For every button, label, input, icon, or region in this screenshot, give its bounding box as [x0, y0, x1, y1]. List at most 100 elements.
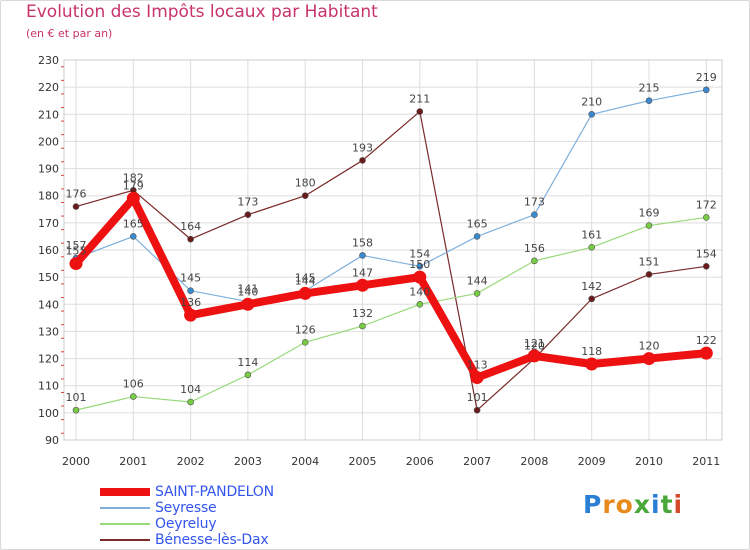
point-saint-pandelon-2009[interactable] — [585, 357, 599, 371]
point-saint-pandelon-2005[interactable] — [356, 278, 369, 292]
data-labels: 176 182 164 173 180 193 211 101 120 142 151 154 101 1… — [66, 71, 717, 404]
data-label-oeyreluy-2000: 101 — [66, 391, 87, 404]
y-tick-label: 170 — [38, 217, 59, 230]
point-benesse-les-dax-2009[interactable] — [588, 295, 596, 303]
x-tick-label: 2007 — [463, 455, 491, 468]
data-label-saint-pandelon-2009: 118 — [581, 345, 602, 358]
data-label-benesse-les-dax-2006: 211 — [409, 93, 430, 106]
data-label-seyresse-2006: 154 — [409, 247, 430, 260]
point-seyresse-2002[interactable] — [187, 287, 194, 295]
x-tick-label: 2011 — [692, 455, 720, 468]
point-oeyreluy-2005[interactable] — [359, 322, 366, 330]
point-oeyreluy-2007[interactable] — [473, 290, 481, 297]
point-oeyreluy-2006[interactable] — [416, 300, 424, 308]
data-label-benesse-les-dax-2005: 193 — [352, 141, 373, 154]
point-oeyreluy-2010[interactable] — [645, 222, 653, 229]
logo-letter: i — [673, 490, 684, 519]
point-saint-pandelon-2006[interactable] — [413, 270, 427, 284]
y-tick-label: 210 — [38, 108, 59, 121]
y-tick-label: 90 — [45, 434, 59, 447]
x-tick-label: 2000 — [62, 455, 90, 468]
point-seyresse-2011[interactable] — [702, 86, 710, 94]
point-seyresse-2006[interactable] — [416, 262, 424, 270]
point-benesse-les-dax-2007[interactable] — [473, 406, 481, 414]
point-saint-pandelon-2004[interactable] — [298, 286, 312, 300]
logo-letter: P — [583, 490, 603, 519]
x-tick-label: 2010 — [635, 455, 663, 468]
series-saint-pandelon — [69, 191, 713, 385]
y-tick-label: 220 — [38, 81, 59, 94]
data-label-seyresse-2005: 158 — [352, 236, 373, 249]
series-line-benesse-les-dax — [75, 110, 707, 411]
point-seyresse-2008[interactable] — [531, 211, 538, 219]
point-oeyreluy-2011[interactable] — [702, 214, 710, 221]
point-benesse-les-dax-2002[interactable] — [187, 235, 194, 243]
legend-swatch-benesse-les-dax — [100, 539, 150, 541]
data-label-saint-pandelon-2011: 122 — [696, 334, 717, 347]
point-saint-pandelon-2003[interactable] — [241, 297, 255, 311]
point-benesse-les-dax-2011[interactable] — [702, 262, 710, 270]
point-benesse-les-dax-2000[interactable] — [72, 203, 80, 210]
point-oeyreluy-2003[interactable] — [244, 371, 252, 379]
point-oeyreluy-2002[interactable] — [187, 398, 194, 406]
chart-subtitle: (en € et par an) — [26, 27, 113, 40]
data-label-benesse-les-dax-2004: 180 — [295, 177, 316, 190]
point-saint-pandelon-2011[interactable] — [699, 346, 713, 360]
legend-swatch-saint-pandelon — [100, 488, 150, 496]
data-label-oeyreluy-2002: 104 — [180, 383, 201, 396]
point-benesse-les-dax-2003[interactable] — [244, 211, 252, 219]
data-label-saint-pandelon-2000: 155 — [66, 245, 87, 258]
point-saint-pandelon-2007[interactable] — [470, 371, 484, 385]
data-label-oeyreluy-2011: 172 — [696, 198, 717, 211]
point-oeyreluy-2008[interactable] — [531, 257, 538, 265]
y-tick-label: 120 — [38, 353, 59, 366]
point-benesse-les-dax-2005[interactable] — [359, 157, 366, 164]
point-saint-pandelon-2001[interactable] — [126, 191, 140, 205]
data-label-oeyreluy-2003: 114 — [237, 356, 258, 369]
point-oeyreluy-2000[interactable] — [72, 406, 80, 414]
point-benesse-les-dax-2006[interactable] — [416, 108, 424, 115]
y-tick-label: 190 — [38, 163, 59, 176]
y-tick-label: 180 — [38, 190, 59, 203]
series-benesse-les-dax — [72, 108, 710, 414]
legend-label-oeyreluy: Oeyreluy — [155, 516, 217, 532]
point-saint-pandelon-2010[interactable] — [642, 352, 656, 366]
point-oeyreluy-2004[interactable] — [301, 338, 309, 346]
y-tick-label: 150 — [38, 271, 59, 284]
data-label-saint-pandelon-2008: 121 — [524, 337, 545, 350]
series-lines — [69, 86, 713, 414]
point-seyresse-2010[interactable] — [645, 97, 653, 105]
point-benesse-les-dax-2004[interactable] — [301, 192, 309, 200]
data-label-seyresse-2003: 141 — [237, 283, 258, 296]
series-line-saint-pandelon — [72, 194, 711, 382]
point-oeyreluy-2001[interactable] — [130, 393, 137, 400]
y-tick-label: 110 — [38, 380, 59, 393]
point-seyresse-2009[interactable] — [588, 110, 596, 118]
point-seyresse-2005[interactable] — [359, 252, 366, 259]
x-tick-label: 2002 — [177, 455, 205, 468]
series-line-seyresse — [75, 89, 707, 303]
y-tick-label: 200 — [38, 135, 59, 148]
data-label-saint-pandelon-2010: 120 — [639, 340, 660, 353]
plot-border — [63, 59, 723, 441]
point-oeyreluy-2009[interactable] — [588, 243, 596, 251]
point-saint-pandelon-2000[interactable] — [69, 257, 83, 271]
point-saint-pandelon-2002[interactable] — [184, 308, 198, 322]
data-label-benesse-les-dax-2003: 173 — [237, 196, 258, 209]
logo-letter: o — [615, 490, 634, 519]
x-tick-label: 2008 — [520, 455, 548, 468]
logo-letter: i — [651, 490, 661, 519]
point-seyresse-2001[interactable] — [130, 233, 137, 240]
data-label-seyresse-2000: 157 — [66, 239, 87, 252]
logo-letter: t — [660, 490, 674, 519]
data-label-benesse-les-dax-2008: 120 — [524, 340, 545, 353]
point-benesse-les-dax-2010[interactable] — [645, 271, 653, 278]
point-saint-pandelon-2008[interactable] — [527, 349, 541, 363]
point-seyresse-2007[interactable] — [473, 233, 481, 240]
legend-swatch-oeyreluy — [100, 523, 150, 525]
series-line-oeyreluy — [75, 216, 707, 411]
chart-title: Evolution des Impôts locaux par Habitant — [26, 2, 378, 22]
series-oeyreluy — [72, 214, 710, 414]
